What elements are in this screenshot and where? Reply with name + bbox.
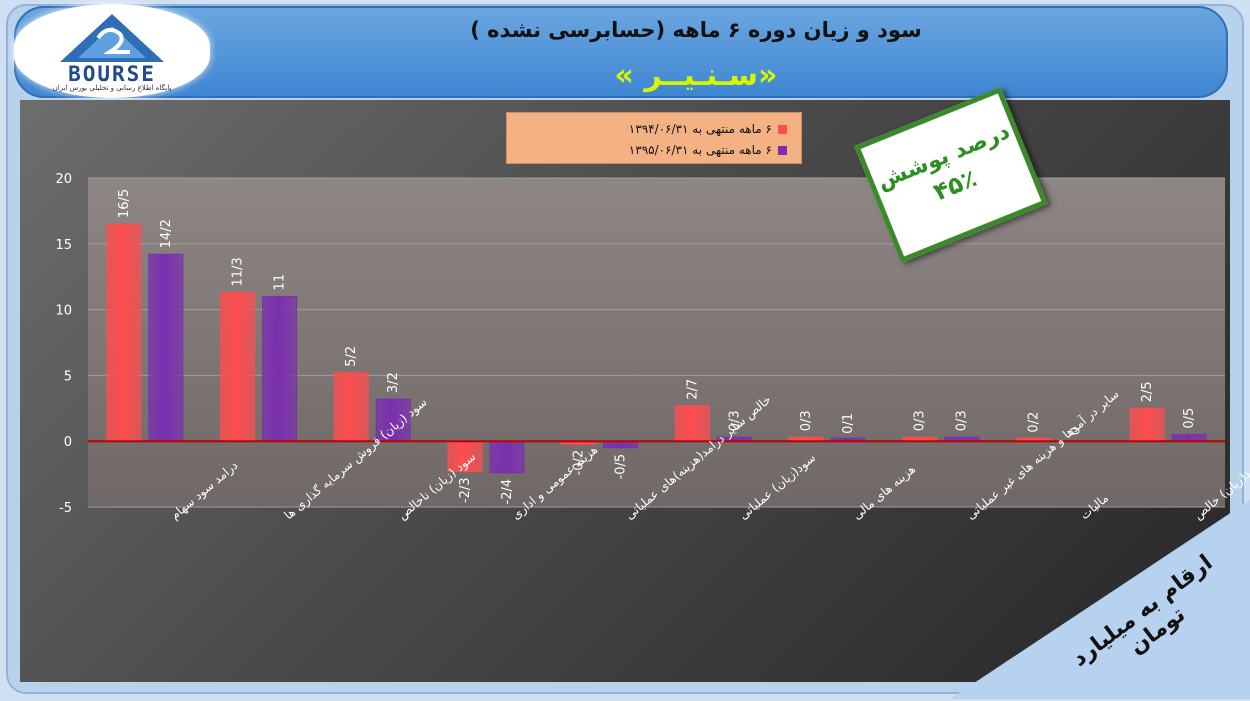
legend-item-series-1: ۶ ماهه منتهی به ۱۳۹۴/۰۶/۳۱: [629, 120, 787, 138]
data-label-series-1: 0/2: [1026, 412, 1041, 433]
logo-mark-icon: [60, 14, 164, 62]
y-tick-label: 20: [55, 172, 72, 187]
data-label-series-2: 3/2: [386, 372, 401, 393]
legend-swatch-series-2: [778, 146, 787, 155]
data-label-series-2: 0/5: [1182, 408, 1197, 429]
data-label-series-1: -0/2: [572, 450, 587, 476]
data-label-series-2: -0/5: [614, 454, 629, 480]
x-tick-label: هزینه های مالی: [850, 462, 919, 523]
data-label-series-1: 16/5: [117, 189, 132, 218]
data-label-series-1: 2/7: [685, 379, 700, 400]
legend-item-series-2: ۶ ماهه منتهی به ۱۳۹۵/۰۶/۳۱: [629, 141, 787, 159]
x-tick-label: درامد سود سهام: [168, 458, 241, 523]
data-label-series-2: 0/1: [841, 413, 856, 434]
data-label-series-2: 0: [1068, 427, 1083, 435]
bar-series-2: [489, 440, 525, 474]
data-label-series-1: 5/2: [344, 346, 359, 367]
data-label-series-1: 0/3: [913, 410, 928, 431]
bar-series-1: [220, 291, 256, 442]
y-tick-label: 0: [64, 435, 72, 450]
bar-series-2: [148, 253, 184, 442]
data-label-series-1: 11/3: [231, 257, 246, 286]
bar-series-1: [674, 405, 710, 442]
logo-wordmark: BOURSE: [68, 62, 156, 86]
data-label-series-2: -2/4: [500, 479, 515, 505]
data-label-series-1: 2/5: [1140, 381, 1155, 402]
header-banner: سود و زیان دوره ۶ ماهه (حسابرسی نشده ) «…: [14, 6, 1228, 98]
chart-legend: ۶ ماهه منتهی به ۱۳۹۴/۰۶/۳۱ ۶ ماهه منتهی …: [506, 112, 802, 164]
bar-series-1: [106, 223, 142, 442]
data-label-series-2: 0/3: [727, 410, 742, 431]
data-label-series-2: 14/2: [159, 219, 174, 248]
y-tick-label: -5: [59, 501, 72, 516]
data-label-series-1: 0/3: [799, 410, 814, 431]
legend-label-series-2: ۶ ماهه منتهی به ۱۳۹۵/۰۶/۳۱: [628, 143, 772, 157]
legend-label-series-1: ۶ ماهه منتهی به ۱۳۹۴/۰۶/۳۱: [628, 122, 772, 136]
page-title: سود و زیان دوره ۶ ماهه (حسابرسی نشده ): [470, 18, 922, 42]
y-tick-label: 5: [64, 369, 72, 384]
logo-tagline: پایگاه اطلاع رسانی و تحلیلی بورس ایران: [52, 84, 172, 92]
bar-series-2: [262, 295, 298, 442]
data-label-series-2: 0/3: [955, 410, 970, 431]
bar-series-1: [1129, 407, 1165, 442]
data-label-series-2: 11: [273, 274, 288, 291]
x-tick-label: سود(زیان) عملیاتی: [736, 450, 818, 523]
y-tick-label: 10: [55, 304, 72, 319]
y-tick-label: 15: [55, 238, 72, 253]
bar-series-1: [333, 372, 369, 442]
data-label-series-1: -2/3: [458, 477, 473, 503]
legend-swatch-series-1: [778, 125, 787, 134]
company-name: «سـنـیــر »: [614, 58, 778, 93]
logo: [14, 4, 210, 98]
